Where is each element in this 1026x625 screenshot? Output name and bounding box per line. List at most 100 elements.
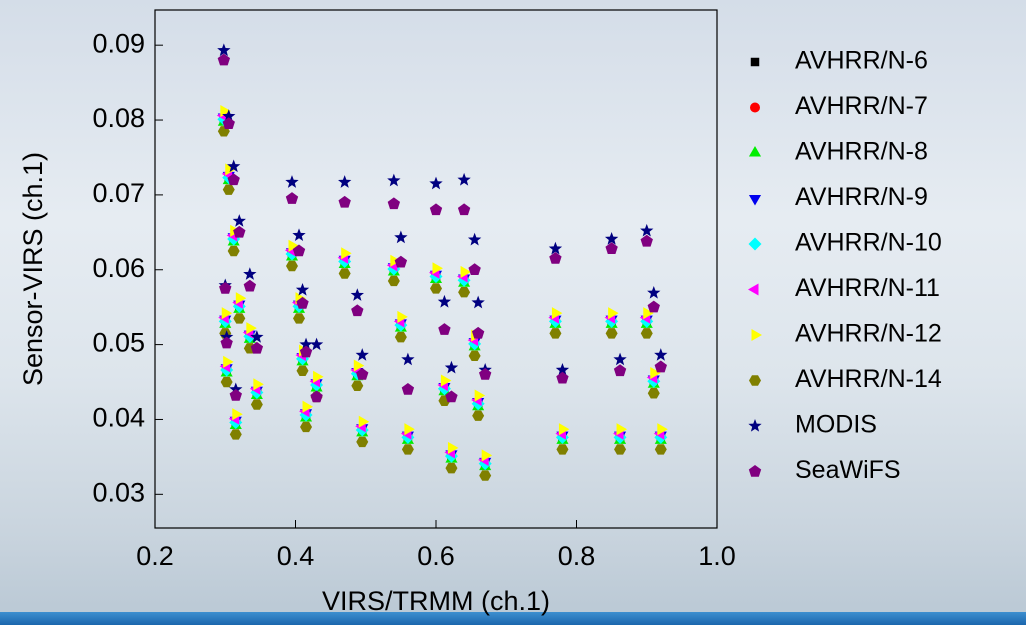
y-tick-label: 0.03 [92, 477, 145, 507]
data-point [221, 307, 233, 320]
data-point [233, 313, 246, 324]
x-tick-label: 1.0 [698, 541, 736, 571]
legend-label: MODIS [795, 411, 877, 439]
data-point [555, 363, 570, 376]
data-point [232, 214, 246, 227]
legend-label: AVHRR/N-6 [795, 47, 928, 75]
data-point [437, 294, 452, 308]
data-point [338, 195, 351, 208]
legend-marker [751, 328, 762, 342]
data-point [222, 117, 235, 130]
legend-label: AVHRR/N-9 [795, 183, 928, 211]
data-point [220, 376, 233, 388]
data-point [229, 382, 243, 396]
data-point [551, 307, 563, 320]
legend-marker [749, 375, 761, 386]
x-tick-label: 0.2 [136, 541, 174, 571]
data-point [654, 360, 667, 373]
data-point [217, 53, 231, 66]
data-point [309, 337, 324, 351]
data-point [457, 172, 471, 186]
data-point [394, 230, 408, 244]
data-point [219, 281, 232, 294]
data-point [285, 260, 298, 272]
data-point [387, 197, 401, 210]
data-point [296, 365, 309, 377]
data-point [229, 389, 242, 401]
data-point [253, 378, 264, 391]
data-point [460, 265, 472, 279]
data-point [397, 310, 408, 323]
data-point [222, 109, 236, 122]
data-point [471, 295, 485, 309]
legend-label: SeaWiFS [795, 456, 901, 484]
legend-marker [750, 102, 760, 113]
data-point [288, 239, 299, 252]
data-point [640, 223, 654, 237]
y-tick-label: 0.05 [92, 328, 145, 358]
data-point [647, 388, 660, 399]
data-point [302, 400, 314, 413]
data-point [458, 287, 471, 298]
data-point [647, 285, 661, 299]
data-point [285, 192, 299, 204]
data-point [217, 43, 231, 57]
data-point [229, 429, 242, 440]
data-point [654, 444, 667, 455]
data-point [222, 184, 235, 195]
data-point [429, 203, 443, 216]
data-point [616, 423, 628, 436]
footer-band [0, 612, 1026, 625]
data-point [404, 423, 415, 436]
data-point [467, 232, 482, 246]
data-point [227, 245, 240, 257]
data-point [387, 275, 400, 287]
data-point [387, 173, 401, 187]
legend-marker [748, 465, 762, 477]
data-point [654, 348, 668, 361]
data-point [614, 444, 627, 455]
data-point [220, 336, 233, 349]
legend-marker [748, 419, 762, 432]
data-point [220, 104, 231, 118]
data-point [478, 368, 492, 380]
data-point [468, 263, 481, 276]
x-tick-label: 0.4 [277, 541, 315, 571]
data-point [444, 360, 459, 374]
data-point [401, 444, 414, 455]
data-point [605, 242, 618, 255]
data-point [351, 304, 364, 317]
data-point [338, 175, 352, 188]
legend-marker [748, 146, 762, 157]
data-point [300, 421, 313, 433]
data-point [351, 380, 364, 391]
y-tick-label: 0.08 [92, 103, 145, 133]
data-point [438, 323, 451, 335]
data-point [429, 176, 443, 190]
data-point [227, 159, 241, 173]
data-point [233, 225, 246, 238]
data-point [293, 313, 306, 324]
data-point [608, 307, 619, 320]
data-point [295, 282, 310, 296]
data-point [556, 371, 569, 384]
data-point [640, 328, 653, 339]
data-point [338, 268, 351, 279]
data-point [353, 359, 365, 372]
data-point [432, 262, 443, 275]
data-point [447, 441, 459, 454]
legend-marker [748, 195, 762, 206]
data-point [613, 364, 627, 377]
data-point [223, 355, 234, 368]
data-point [549, 252, 562, 264]
data-point [285, 175, 299, 188]
data-point [232, 408, 243, 421]
data-point [474, 389, 486, 402]
data-point [605, 328, 618, 339]
data-point [471, 326, 485, 339]
data-point [472, 410, 485, 421]
x-tick-label: 0.6 [417, 541, 455, 571]
data-point [401, 352, 415, 366]
data-point [356, 436, 369, 448]
